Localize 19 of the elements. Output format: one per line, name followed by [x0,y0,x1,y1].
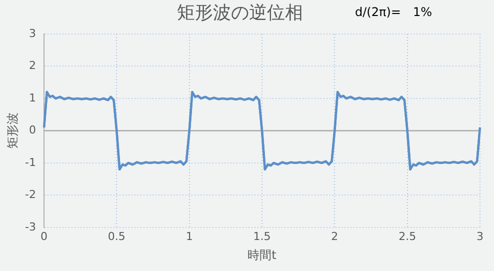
text: 1% [412,5,432,20]
x-tick-label: 1 [186,230,193,243]
text: d/(2π)= [355,5,401,20]
x-tick-label: 2 [331,230,338,243]
x-tick-label: 0 [40,230,48,243]
x-tick-label: 3 [476,230,484,243]
y-axis-title: 矩形波 [5,112,20,149]
x-tick-label: 2.5 [398,230,416,243]
y-tick-label: -3 [25,220,36,234]
y-tick-label: 2 [29,59,36,72]
x-axis-title: 時間t [248,248,277,262]
y-tick-label: -2 [25,188,36,202]
y-tick-label: 3 [29,26,36,40]
y-tick-label: -1 [25,156,36,169]
x-tick-label: 0.5 [108,230,126,243]
chart-title: 矩形波の逆位相 [177,2,303,24]
x-tick-label: 1.5 [253,230,271,243]
y-tick-label: 1 [29,91,36,104]
y-tick-label: 0 [29,124,36,137]
